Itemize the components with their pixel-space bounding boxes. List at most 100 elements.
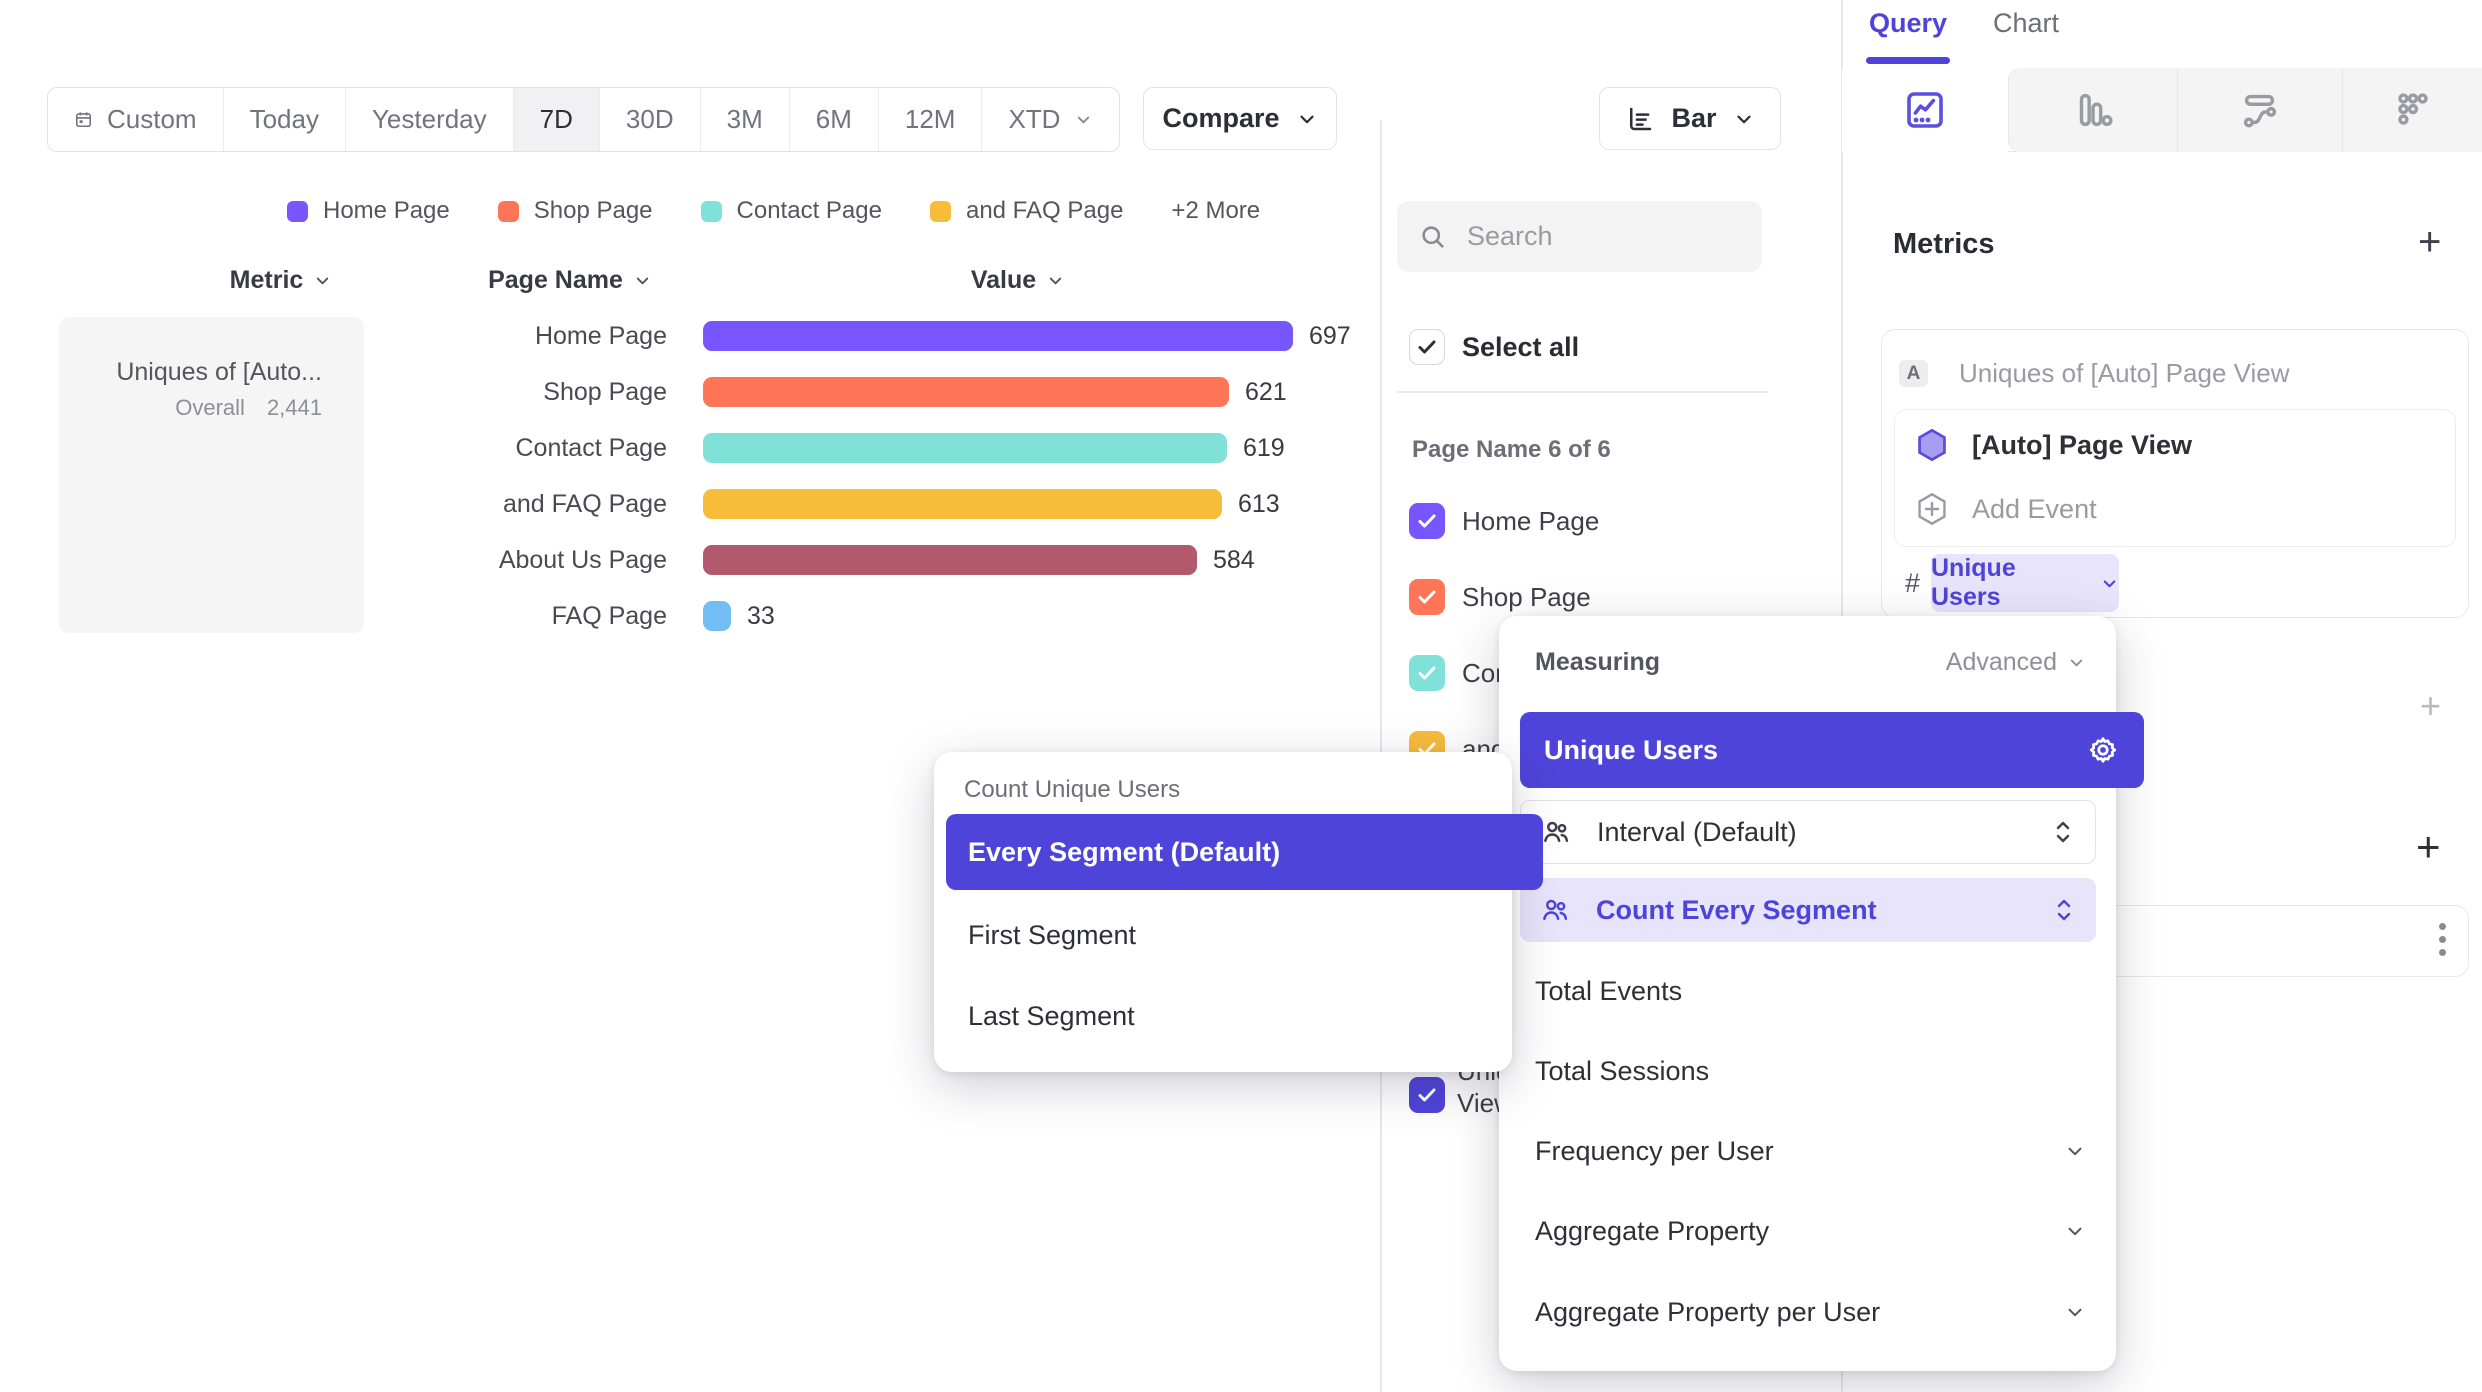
event-name: [Auto] Page View [1972, 429, 2193, 460]
segment-row-home-page[interactable]: Home Page [1409, 503, 1599, 539]
metric-title: Uniques of [Auto... [116, 358, 322, 386]
measurement-dropdown[interactable]: Unique Users [1931, 554, 2119, 612]
legend-item[interactable]: Shop Page [497, 197, 653, 225]
row-label: and FAQ Page [502, 490, 667, 518]
tab-insights-active[interactable] [1842, 68, 2008, 152]
chevron-down-icon [2103, 579, 2116, 587]
row-label: About Us Page [498, 546, 667, 574]
option-total-events[interactable]: Total Events [1535, 975, 1683, 1006]
table-row[interactable]: 619 [703, 420, 1285, 476]
chart-type-button[interactable]: Bar [1599, 87, 1781, 150]
popover-title: Count Unique Users [964, 776, 1181, 803]
interval-selector[interactable]: Interval (Default) [1520, 800, 2096, 864]
users-icon [1543, 899, 1568, 920]
funnel-bars-icon [2079, 93, 2113, 127]
stepper-icon [2056, 821, 2070, 843]
legend-swatch [497, 200, 519, 222]
option-last-segment[interactable]: Last Segment [968, 1000, 1135, 1031]
option-total-sessions[interactable]: Total Sessions [1535, 1055, 1710, 1086]
select-all-row[interactable]: Select all [1409, 329, 1579, 365]
bar-home-page[interactable] [703, 321, 1293, 351]
tab-chart[interactable]: Chart [1993, 8, 2060, 38]
stepper-icon [2057, 899, 2071, 921]
add-metric-button[interactable]: + [2418, 220, 2442, 264]
table-row[interactable]: 33 [703, 588, 775, 644]
table-row[interactable]: 621 [703, 364, 1287, 420]
range-7d[interactable]: 7D [513, 88, 600, 151]
metric-summary-card[interactable]: Uniques of [Auto... Overall 2,441 [59, 317, 364, 633]
bar-faq-page[interactable] [703, 601, 731, 631]
bar-about-us-page[interactable] [703, 545, 1197, 575]
compare-button[interactable]: Compare [1143, 87, 1337, 150]
option-aggregate-property-per-user[interactable]: Aggregate Property per User [1535, 1284, 2086, 1340]
option-first-segment[interactable]: First Segment [968, 919, 1137, 950]
option-aggregate-property[interactable]: Aggregate Property [1535, 1203, 2086, 1259]
event-hexagon-icon [1918, 428, 1946, 462]
date-range-selector: Custom Today Yesterday 7D 30D 3M 6M 12M … [47, 87, 1121, 152]
metric-builder-card[interactable]: A Uniques of [Auto] Page View [Auto] Pag… [1881, 329, 2469, 618]
bar-chart-icon [1630, 107, 1652, 130]
active-tab-underline [1866, 57, 1950, 64]
kebab-menu-icon[interactable] [2439, 923, 2446, 956]
measuring-header: Measuring Advanced [1535, 648, 2086, 677]
segment-row-shop-page[interactable]: Shop Page [1409, 579, 1591, 615]
segment-search[interactable] [1397, 201, 1762, 272]
add-breakdown-button[interactable]: + [2416, 823, 2441, 870]
checkbox-shop-page[interactable] [1409, 579, 1445, 615]
bar-and-faq-page[interactable] [703, 489, 1222, 519]
chevron-down-icon [2068, 1147, 2082, 1156]
advanced-dropdown[interactable]: Advanced [1946, 648, 2086, 677]
column-header-metric[interactable]: Metric [196, 262, 366, 298]
range-xtd[interactable]: XTD [982, 88, 1119, 151]
metric-card-header: A Uniques of [Auto] Page View [1899, 358, 2290, 389]
add-event-row[interactable]: Add Event [1914, 491, 2097, 527]
count-every-segment-selector[interactable]: Count Every Segment [1520, 878, 2096, 942]
tab-query[interactable]: Query [1869, 8, 1948, 38]
chevron-down-icon [636, 277, 649, 284]
table-row[interactable]: 613 [703, 476, 1280, 532]
metric-letter-badge: A [1899, 360, 1928, 387]
search-icon [1422, 225, 1444, 248]
tab-retention[interactable] [2342, 68, 2482, 152]
range-3m[interactable]: 3M [701, 88, 790, 151]
event-row[interactable]: [Auto] Page View [1914, 427, 2192, 463]
bar-shop-page[interactable] [703, 377, 1229, 407]
table-row[interactable]: 697 [703, 308, 1351, 364]
legend-more-link[interactable]: +2 More [1171, 197, 1261, 224]
option-frequency-per-user[interactable]: Frequency per User [1535, 1123, 2086, 1179]
column-header-value[interactable]: Value [928, 262, 1108, 298]
checkbox-contact-page[interactable] [1409, 655, 1445, 691]
option-unique-users-selected[interactable]: Unique Users [1520, 712, 2144, 788]
legend-item[interactable]: Contact Page [700, 197, 882, 225]
range-today[interactable]: Today [224, 88, 346, 151]
flow-icon [2243, 94, 2277, 128]
bar-contact-page[interactable] [703, 433, 1227, 463]
range-yesterday[interactable]: Yesterday [346, 88, 514, 151]
gear-icon [2089, 737, 2117, 763]
chevron-down-icon [1049, 277, 1062, 284]
legend-item[interactable]: and FAQ Page [929, 197, 1123, 225]
checkbox-home-page[interactable] [1409, 503, 1445, 539]
segment-group-label: Page Name 6 of 6 [1412, 436, 1611, 463]
legend-item[interactable]: Home Page [287, 197, 450, 225]
range-6m[interactable]: 6M [790, 88, 879, 151]
select-all-checkbox[interactable] [1409, 329, 1445, 365]
checkbox-metric[interactable] [1409, 1077, 1445, 1113]
add-filter-button[interactable]: + [2420, 685, 2442, 726]
range-12m[interactable]: 12M [879, 88, 983, 151]
event-card: [Auto] Page View Add Event [1894, 409, 2456, 547]
range-custom[interactable]: Custom [48, 88, 224, 151]
chevron-down-icon [1299, 115, 1314, 123]
report-type-tabs [1842, 68, 2482, 152]
chevron-down-icon [317, 277, 329, 284]
option-every-segment-selected[interactable]: Every Segment (Default) [946, 814, 1543, 890]
table-row[interactable]: 584 [703, 532, 1255, 588]
search-input[interactable] [1465, 220, 1740, 253]
row-label: Home Page [534, 322, 667, 350]
tab-flows[interactable] [2177, 68, 2342, 152]
bar-value: 619 [1243, 433, 1285, 462]
tab-funnels[interactable] [2008, 68, 2177, 152]
column-header-page-name[interactable]: Page Name [460, 262, 680, 298]
range-30d[interactable]: 30D [600, 88, 701, 151]
